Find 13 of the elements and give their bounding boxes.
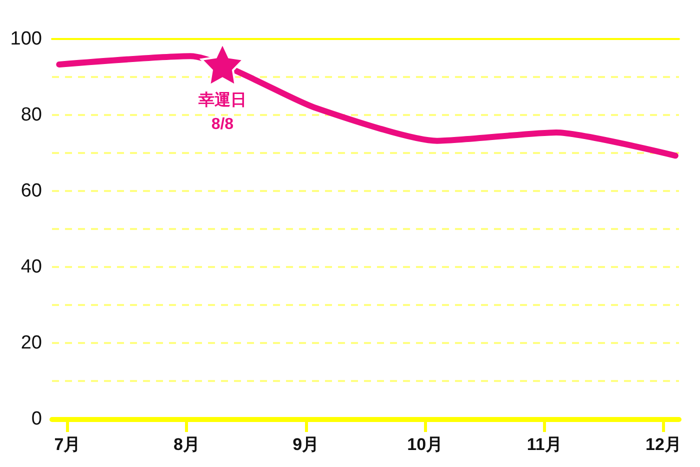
- x-tick-label: 11月: [526, 435, 562, 454]
- x-tick-label: 10月: [407, 435, 444, 454]
- x-tick-label: 12月: [646, 435, 682, 454]
- x-tick-label: 9月: [292, 435, 320, 454]
- y-tick-label: 60: [20, 180, 42, 202]
- y-tick-label: 40: [20, 256, 42, 278]
- y-tick-label: 80: [20, 104, 42, 126]
- x-tick-label: 8月: [173, 435, 200, 454]
- y-tick-label: 0: [31, 408, 42, 430]
- y-tick-label: 20: [20, 332, 42, 354]
- x-tick-label: 7月: [54, 435, 81, 454]
- y-tick-label: 100: [10, 28, 42, 50]
- annotation: 幸運日 8/8: [197, 90, 246, 133]
